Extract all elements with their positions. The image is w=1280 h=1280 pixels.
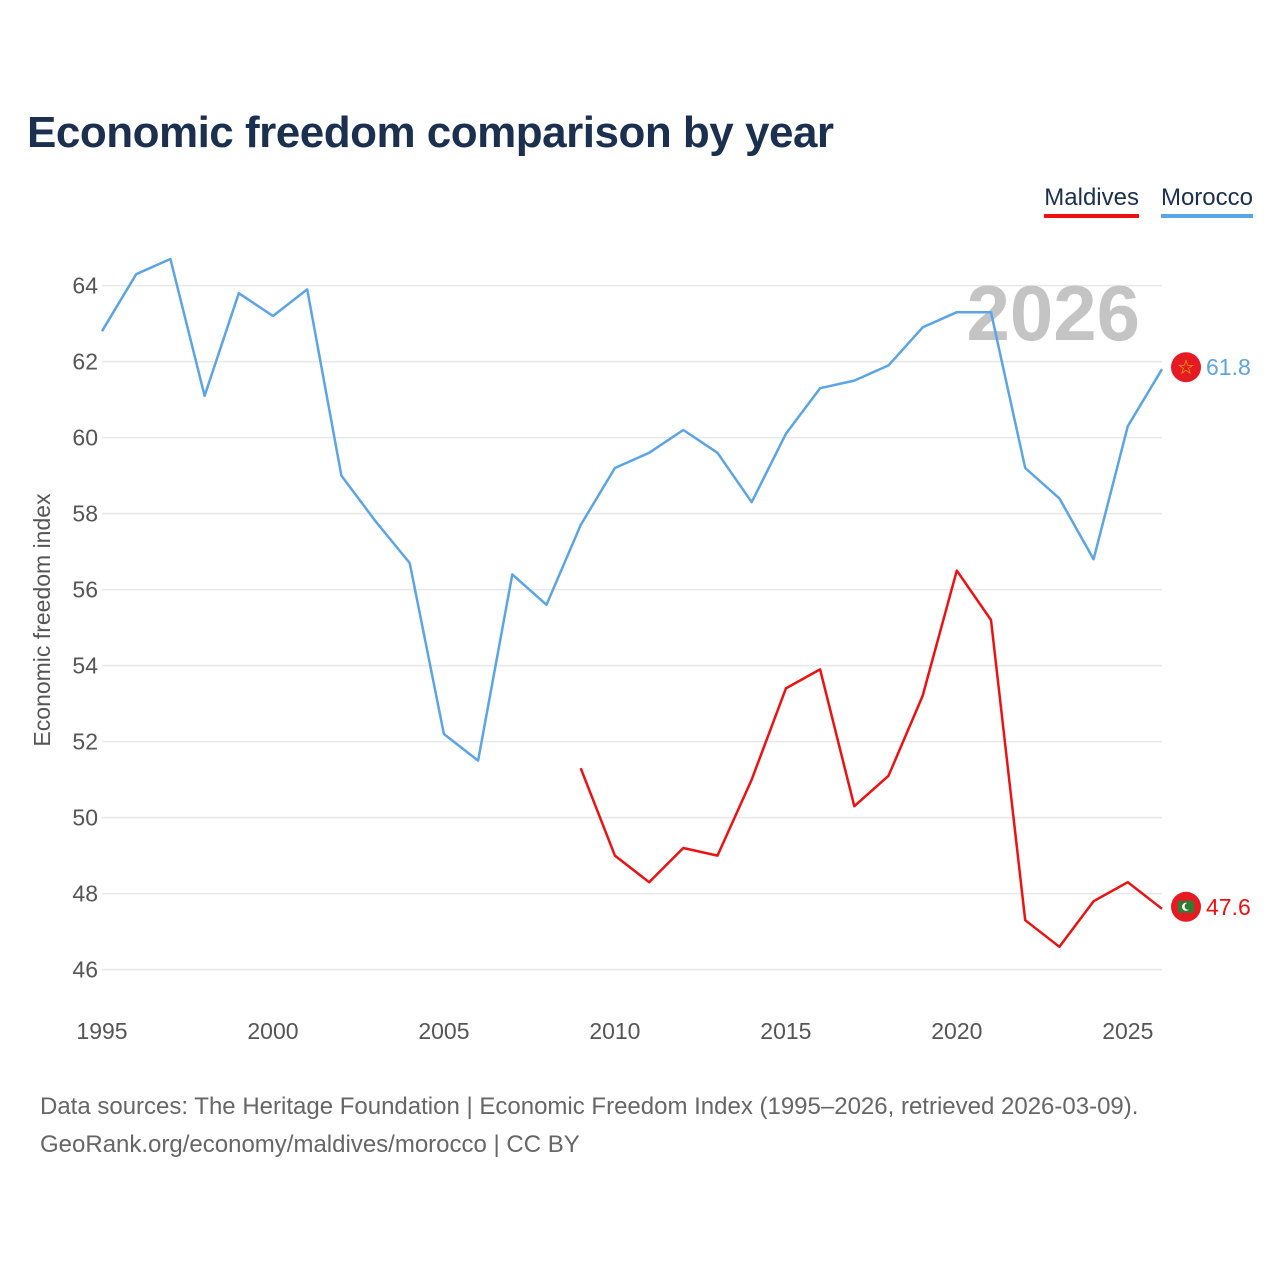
y-tick-label: 54 [72,653,98,679]
x-tick-label: 2025 [1102,1018,1153,1044]
series-line-morocco [100,257,1164,762]
watermark-year: 2026 [966,269,1140,357]
source-url-text: GeoRank.org/economy/maldives/morocco | C… [40,1131,580,1158]
y-tick-label: 58 [72,501,98,527]
end-value-label-maldives: 47.6 [1206,894,1251,920]
x-tick-label: 2005 [418,1018,469,1044]
y-tick-label: 52 [72,729,98,755]
x-tick-label: 1995 [76,1018,127,1044]
y-tick-label: 48 [72,881,98,907]
y-tick-label: 46 [72,957,98,983]
y-tick-label: 64 [72,273,98,299]
x-tick-label: 2000 [247,1018,298,1044]
legend-item-maldives[interactable]: Maldives [1044,184,1139,218]
legend: Maldives Morocco [1044,184,1253,218]
footer: Data sources: The Heritage Foundation | … [40,1088,1138,1164]
y-tick-label: 50 [72,805,98,831]
data-sources-text: Data sources: The Heritage Foundation | … [40,1093,1139,1120]
x-tick-label: 2015 [760,1018,811,1044]
chart-title: Economic freedom comparison by year [27,108,834,157]
y-tick-label: 62 [72,349,98,375]
maldives-crescent-inner [1184,902,1192,910]
y-tick-label: 56 [72,577,98,603]
y-tick-label: 60 [72,425,98,451]
x-tick-label: 2010 [589,1018,640,1044]
morocco-flag-icon [1171,352,1201,383]
morocco-star-icon: ☆ [1177,355,1195,379]
x-tick-label: 2020 [931,1018,982,1044]
series-line-maldives [579,569,1163,949]
y-axis-label: Economic freedom index [29,493,55,747]
legend-item-morocco[interactable]: Morocco [1160,184,1253,218]
end-value-label-morocco: 61.8 [1206,354,1251,380]
